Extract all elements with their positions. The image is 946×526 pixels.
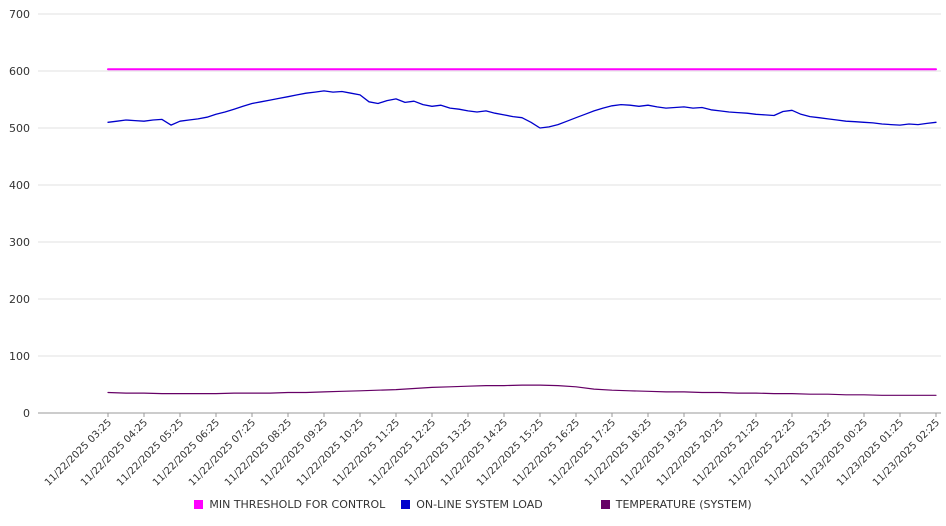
x-axis-label: 11/22/2025 21:25	[691, 417, 762, 488]
legend-swatch-temperature	[600, 500, 610, 509]
x-axis-label: 11/23/2025 00:25	[799, 417, 870, 488]
y-axis-label: 600	[9, 65, 30, 78]
chart-legend: MIN THRESHOLD FOR CONTROL ON-LINE SYSTEM…	[0, 498, 946, 511]
x-axis-label: 11/22/2025 15:25	[475, 417, 546, 488]
x-axis-label: 11/22/2025 18:25	[583, 417, 654, 488]
y-axis-label: 300	[9, 236, 30, 249]
x-axis-label: 11/22/2025 20:25	[655, 417, 726, 488]
series-line-2	[107, 384, 937, 396]
x-axis-label: 11/22/2025 05:25	[115, 417, 186, 488]
y-axis-label: 500	[9, 122, 30, 135]
y-axis-label: 700	[9, 8, 30, 21]
x-axis-label: 11/22/2025 03:25	[43, 417, 114, 488]
x-axis-label: 11/22/2025 17:25	[547, 417, 618, 488]
legend-label-system-load: ON-LINE SYSTEM LOAD	[416, 498, 543, 511]
x-axis-label: 11/23/2025 01:25	[835, 417, 906, 488]
legend-item-temperature: TEMPERATURE (SYSTEM)	[600, 498, 752, 511]
legend-swatch-system-load	[401, 500, 411, 509]
x-axis-label: 11/23/2025 02:25	[871, 417, 942, 488]
x-axis-label: 11/22/2025 11:25	[331, 417, 402, 488]
x-axis-label: 11/22/2025 22:25	[727, 417, 798, 488]
series-line-1	[107, 90, 937, 129]
y-axis-label: 100	[9, 350, 30, 363]
x-axis-label: 11/22/2025 19:25	[619, 417, 690, 488]
x-axis-label: 11/22/2025 04:25	[79, 417, 150, 488]
x-axis-label: 11/22/2025 10:25	[295, 417, 366, 488]
x-axis-label: 11/22/2025 09:25	[259, 417, 330, 488]
y-axis-label: 200	[9, 293, 30, 306]
y-axis-label: 0	[23, 407, 30, 420]
y-axis-label: 400	[9, 179, 30, 192]
x-axis-label: 11/22/2025 14:25	[439, 417, 510, 488]
legend-item-min-threshold: MIN THRESHOLD FOR CONTROL	[194, 498, 385, 511]
legend-label-min-threshold: MIN THRESHOLD FOR CONTROL	[209, 498, 386, 511]
x-axis-label: 11/22/2025 06:25	[151, 417, 222, 488]
x-axis-label: 11/22/2025 13:25	[403, 417, 474, 488]
x-axis-label: 11/22/2025 08:25	[223, 417, 294, 488]
x-axis-label: 11/22/2025 16:25	[511, 417, 582, 488]
x-axis-label: 11/22/2025 12:25	[367, 417, 438, 488]
legend-item-system-load: ON-LINE SYSTEM LOAD	[401, 498, 543, 511]
x-axis-label: 11/22/2025 07:25	[187, 417, 258, 488]
legend-label-temperature: TEMPERATURE (SYSTEM)	[615, 498, 752, 511]
x-axis-label: 11/22/2025 23:25	[763, 417, 834, 488]
legend-swatch-min-threshold	[194, 500, 204, 509]
